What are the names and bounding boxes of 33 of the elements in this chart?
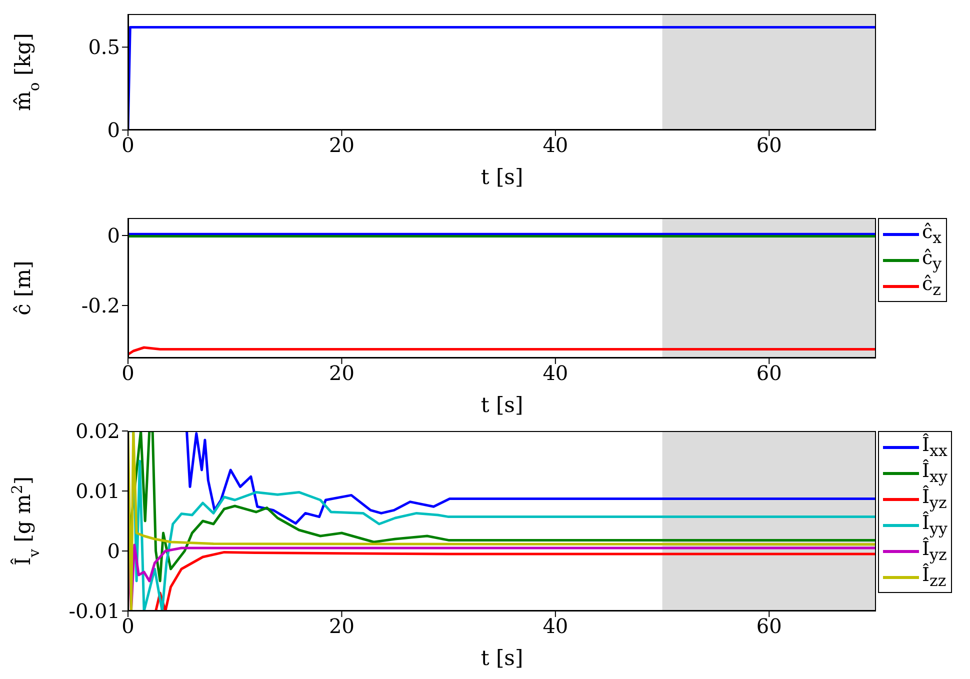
y-tick-label: 0.01 xyxy=(75,479,120,504)
legend-label: Î$_{yz}$ xyxy=(922,538,947,564)
legend-label: ĉ$_{z}$ xyxy=(922,273,941,299)
legend-label: Î$_{xy}$ xyxy=(922,460,948,486)
legend-label: Î$_{zz}$ xyxy=(922,564,946,590)
y-tick-label: 0 xyxy=(107,118,120,142)
x-tick-label: 60 xyxy=(756,133,782,158)
y-tick-label: 0.02 xyxy=(75,419,120,444)
x-tick-label: 60 xyxy=(756,361,782,386)
legend-label: Î$_{yy}$ xyxy=(922,512,948,538)
x-tick-label: 40 xyxy=(542,361,568,386)
line-series xyxy=(128,346,876,356)
legend-label: ĉ$_{y}$ xyxy=(922,247,942,273)
y-tick-label: -0.2 xyxy=(81,294,120,318)
y-tick-label: -0.01 xyxy=(68,599,120,624)
legend-label: ĉ$_{x}$ xyxy=(922,221,942,247)
line-series xyxy=(186,431,876,525)
line-series xyxy=(128,431,876,582)
x-axis-title: t [s] xyxy=(480,393,524,417)
x-tick-label: 20 xyxy=(328,361,354,386)
y-tick-label: 0 xyxy=(107,224,120,248)
x-axis-title: t [s] xyxy=(480,165,524,189)
legend-label: Î$_{xx}$ xyxy=(922,434,948,460)
legend-label: Î$_{yz}$ xyxy=(922,486,947,512)
y-axis-title: ĉ [m] xyxy=(11,260,35,316)
x-axis-title: t [s] xyxy=(480,646,524,670)
x-tick-label: 40 xyxy=(542,133,568,158)
x-tick-label: 20 xyxy=(328,133,354,158)
y-tick-label: 0.5 xyxy=(88,35,120,60)
x-tick-label: 40 xyxy=(542,614,568,638)
x-tick-label: 60 xyxy=(756,614,782,638)
y-tick-label: 0 xyxy=(107,539,120,564)
x-tick-label: 20 xyxy=(328,614,354,638)
